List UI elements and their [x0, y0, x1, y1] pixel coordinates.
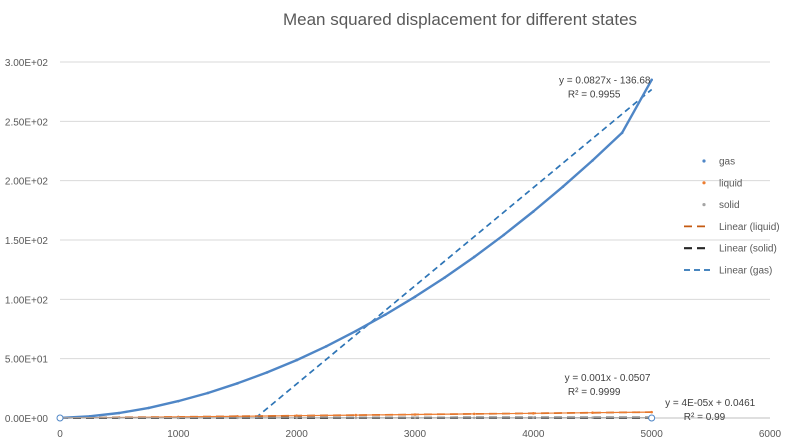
legend: gas liquid solid Linear (liquid) Linear (sol…	[684, 157, 780, 277]
data-point-liquid	[413, 413, 417, 416]
data-point-solid	[472, 416, 476, 420]
data-point-solid	[177, 416, 180, 420]
data-point-gas	[620, 131, 624, 135]
legend-item-linear-liquid: Linear (liquid)	[684, 222, 780, 233]
data-point-solid	[413, 416, 417, 420]
data-point-gas	[532, 210, 535, 213]
legend-label-linear-liquid: Linear (liquid)	[719, 222, 780, 233]
data-point-gas	[413, 295, 417, 299]
y-tick-label: 2.50E+02	[5, 117, 49, 128]
data-point-gas	[117, 411, 121, 415]
x-tick-label: 0	[57, 429, 63, 440]
trendline-r2-liquid: R² = 0.9999	[568, 387, 621, 398]
start-marker	[56, 414, 64, 422]
data-point-gas	[472, 255, 476, 259]
legend-label-solid: solid	[719, 200, 740, 211]
trendline-equation-liquid: y = 0.001x - 0.0507	[565, 373, 651, 384]
legend-marker-solid	[702, 203, 706, 207]
data-point-solid	[236, 416, 239, 420]
x-tick-label: 4000	[522, 429, 545, 440]
data-point-solid	[532, 416, 535, 420]
x-tick-label: 1000	[167, 429, 190, 440]
legend-item-linear-gas: Linear (gas)	[684, 266, 772, 277]
axes: 0.00E+00 5.00E+01 1.00E+02 1.50E+02 2.00E+02…	[5, 58, 782, 440]
legend-item-linear-solid: Linear (solid)	[684, 244, 777, 255]
x-tick-label: 3000	[404, 429, 427, 440]
legend-item-liquid: liquid	[702, 178, 742, 189]
trendline-equation-gas: y = 0.0827x - 136.68	[559, 75, 651, 86]
legend-label-linear-gas: Linear (gas)	[719, 266, 772, 277]
legend-marker-gas	[702, 159, 706, 163]
data-point-gas	[561, 185, 565, 189]
series-line-gas	[58, 78, 653, 420]
chart-title: Mean squared displacement for different …	[283, 10, 637, 29]
trendlines	[59, 88, 653, 420]
data-point-solid	[591, 416, 594, 420]
data-point-gas	[384, 313, 387, 316]
legend-label-linear-solid: Linear (solid)	[719, 244, 777, 255]
trendline-equation-solid: y = 4E-05x + 0.0461	[665, 398, 756, 409]
data-point-gas	[650, 78, 653, 82]
data-point-solid	[117, 416, 121, 420]
x-tick-label: 5000	[641, 429, 664, 440]
y-tick-label: 2.00E+02	[5, 177, 49, 188]
data-point-gas	[88, 415, 91, 418]
gridlines	[60, 61, 770, 419]
trendline-annotations: y = 0.0827x - 136.68 R² = 0.9955 y = 0.001…	[559, 75, 756, 423]
data-point-gas	[354, 329, 358, 333]
data-point-gas	[443, 276, 446, 279]
y-tick-label: 3.00E+02	[5, 58, 49, 69]
y-tick-label: 1.00E+02	[5, 295, 49, 306]
series-gas	[58, 78, 653, 420]
data-point-gas	[265, 371, 269, 374]
trendline-linear-gas	[255, 88, 653, 419]
y-tick-label: 0.00E+00	[5, 414, 49, 425]
y-tick-label: 5.00E+01	[5, 355, 49, 366]
x-tick-label: 2000	[286, 429, 309, 440]
data-point-liquid	[650, 410, 653, 414]
x-tick-label: 6000	[759, 429, 782, 440]
data-point-gas	[324, 345, 328, 348]
series-solid	[58, 416, 653, 420]
legend-item-gas: gas	[702, 157, 735, 168]
data-point-gas	[502, 233, 506, 237]
trendline-r2-gas: R² = 0.9955	[568, 89, 621, 100]
legend-marker-liquid	[702, 181, 706, 185]
data-point-solid	[295, 416, 298, 420]
data-point-gas	[591, 159, 594, 162]
data-point-solid	[354, 416, 358, 420]
y-tick-label: 1.50E+02	[5, 236, 49, 247]
data-point-gas	[236, 382, 239, 385]
data-point-liquid	[295, 414, 298, 417]
data-point-gas	[177, 399, 180, 403]
data-point-liquid	[354, 413, 358, 417]
data-point-liquid	[532, 412, 535, 415]
trendline-r2-solid: R² = 0.99	[684, 412, 726, 423]
end-marker	[648, 414, 656, 422]
data-point-gas	[147, 406, 151, 410]
series-points	[56, 78, 656, 422]
data-point-liquid	[591, 411, 594, 415]
legend-label-gas: gas	[719, 157, 735, 168]
data-point-gas	[206, 391, 210, 395]
legend-label-liquid: liquid	[719, 178, 742, 189]
data-point-gas	[295, 358, 298, 362]
data-point-liquid	[472, 412, 476, 416]
legend-item-solid: solid	[702, 200, 740, 211]
